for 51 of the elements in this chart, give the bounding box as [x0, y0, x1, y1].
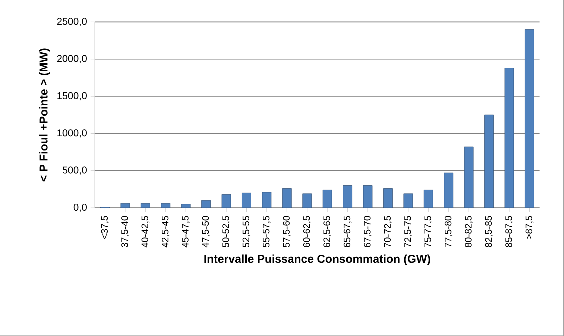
x-tick-label: 65-67,5: [344, 216, 352, 248]
bar: [424, 190, 434, 208]
bar: [202, 200, 211, 208]
bar: [242, 192, 252, 208]
x-tick-label: 37,5-40: [122, 216, 130, 248]
x-tick-label: 77,5-80: [444, 216, 453, 248]
x-tick-label: 80-82,5: [465, 216, 473, 248]
bar: [222, 194, 232, 208]
y-tick-label: 2000,0: [57, 55, 87, 64]
x-tick-label: 67,5-70: [364, 216, 372, 248]
x-tick-label: 62,5-65: [324, 216, 332, 248]
bar: [464, 146, 474, 208]
bar: [140, 203, 150, 208]
x-tick-label: 72,5-75: [404, 216, 412, 248]
x-tick-label: <37,5: [101, 216, 110, 240]
x-tick-label: 47,5-50: [202, 216, 210, 248]
bar: [262, 192, 272, 208]
x-tick-label: 57,5-60: [283, 216, 292, 248]
x-tick-label: 82,5-85: [485, 216, 494, 248]
x-tick-label: 52,5-55: [242, 216, 251, 248]
x-tick-label: 55-57,5: [263, 216, 271, 248]
y-tick-label: 0,0: [74, 204, 87, 212]
y-tick-label: 500,0: [62, 166, 87, 175]
x-tick-label: 85-87,5: [506, 216, 514, 248]
bar: [525, 29, 534, 208]
bar: [404, 194, 414, 208]
bar: [343, 185, 352, 208]
y-tick-label: 1000,0: [58, 130, 87, 138]
bar: [302, 194, 312, 208]
bar: [504, 68, 514, 208]
x-tick-label: 70-72,5: [384, 216, 392, 248]
bar: [444, 172, 454, 208]
x-tick-label: 40-42,5: [142, 216, 150, 248]
bar: [161, 203, 171, 208]
y-tick-label: 1500,0: [58, 92, 87, 101]
bar: [181, 204, 191, 208]
bar: [384, 188, 393, 208]
x-tick-label: 42,5-45: [162, 216, 170, 248]
bar: [363, 185, 373, 208]
bar: [484, 114, 494, 208]
bar: [282, 188, 292, 208]
x-tick-label: 75-77,5: [424, 216, 433, 248]
x-axis-title: Intervalle Puissance Consommation (GW): [204, 254, 430, 266]
x-tick-label: >87,5: [526, 216, 534, 240]
bar: [322, 190, 332, 208]
x-tick-label: 60-62,5: [303, 216, 312, 248]
bar: [120, 203, 130, 208]
x-tick-label: 45-47,5: [182, 216, 190, 248]
y-tick-label: 2500,0: [57, 18, 87, 26]
y-axis-title: < P Fioul +Pointe > (MW): [39, 48, 50, 182]
x-tick-label: 50-52,5: [222, 216, 230, 248]
